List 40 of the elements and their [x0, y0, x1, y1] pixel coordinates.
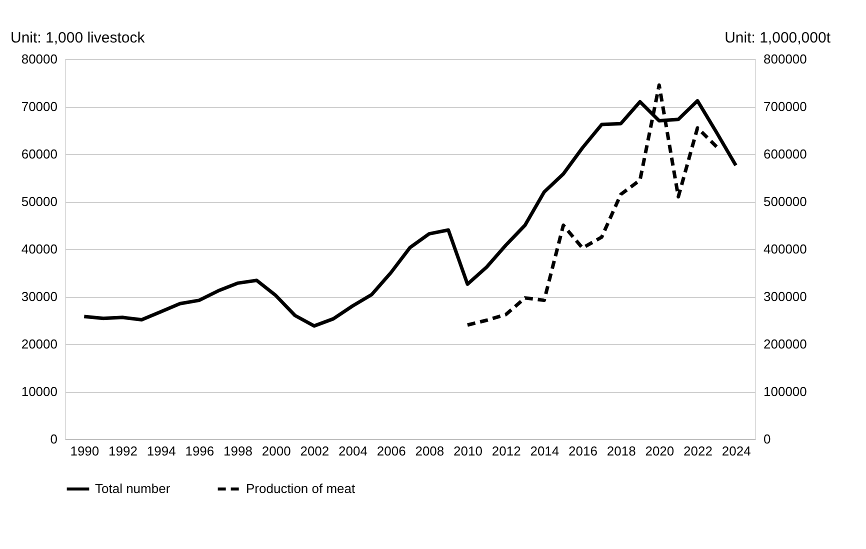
x-tick-label: 2002	[300, 444, 330, 458]
x-tick-label: 2004	[338, 444, 368, 458]
x-tick-label: 2022	[684, 444, 712, 458]
y2-tick-label: 100000	[764, 384, 807, 399]
x-tick-label: 2024	[722, 444, 751, 458]
x-tick-label: 1994	[146, 444, 176, 458]
y-tick-label: 80000	[21, 52, 58, 66]
y-tick-label: 70000	[21, 99, 58, 114]
x-tick-label: 2008	[415, 444, 444, 458]
x-tick-label: 1996	[185, 444, 214, 458]
y2-tick-label: 500000	[764, 194, 807, 209]
y2-tick-label: 300000	[764, 289, 807, 304]
x-tick-label: 2006	[376, 444, 406, 458]
y-tick-label: 40000	[21, 242, 58, 256]
y-tick-label: 50000	[21, 194, 58, 209]
y2-tick-label: 400000	[764, 242, 807, 256]
x-tick-label: 2016	[568, 444, 598, 458]
x-tick-label: 2014	[530, 444, 560, 458]
y-tick-label: 0	[50, 432, 58, 446]
y-tick-label: 10000	[21, 384, 58, 399]
x-tick-label: 2000	[262, 444, 291, 458]
y2-tick-label: 600000	[764, 146, 807, 162]
x-tick-label: 2018	[606, 444, 636, 458]
y2-tick-label: 200000	[764, 336, 807, 352]
y2-tick-label: 800000	[764, 52, 807, 66]
x-tick-label: 2020	[645, 444, 674, 458]
y2-tick-label: 0	[764, 432, 771, 446]
x-tick-label: 2012	[492, 444, 521, 458]
x-tick-label: 2010	[454, 444, 482, 458]
y-tick-label: 30000	[21, 289, 58, 304]
y2-tick-label: 700000	[764, 99, 807, 114]
y-axis-title: Unit: 1,000 livestock	[10, 30, 146, 46]
y-tick-label: 60000	[21, 146, 58, 162]
x-tick-label: 1998	[224, 444, 252, 458]
y2-axis-title: Unit: 1,000,000t	[724, 30, 832, 46]
legend-label: Production of meat	[246, 481, 356, 496]
y-tick-label: 20000	[21, 336, 58, 352]
legend-label: Total number	[95, 481, 171, 496]
x-tick-label: 1990	[70, 444, 100, 458]
x-tick-label: 1992	[108, 444, 138, 458]
